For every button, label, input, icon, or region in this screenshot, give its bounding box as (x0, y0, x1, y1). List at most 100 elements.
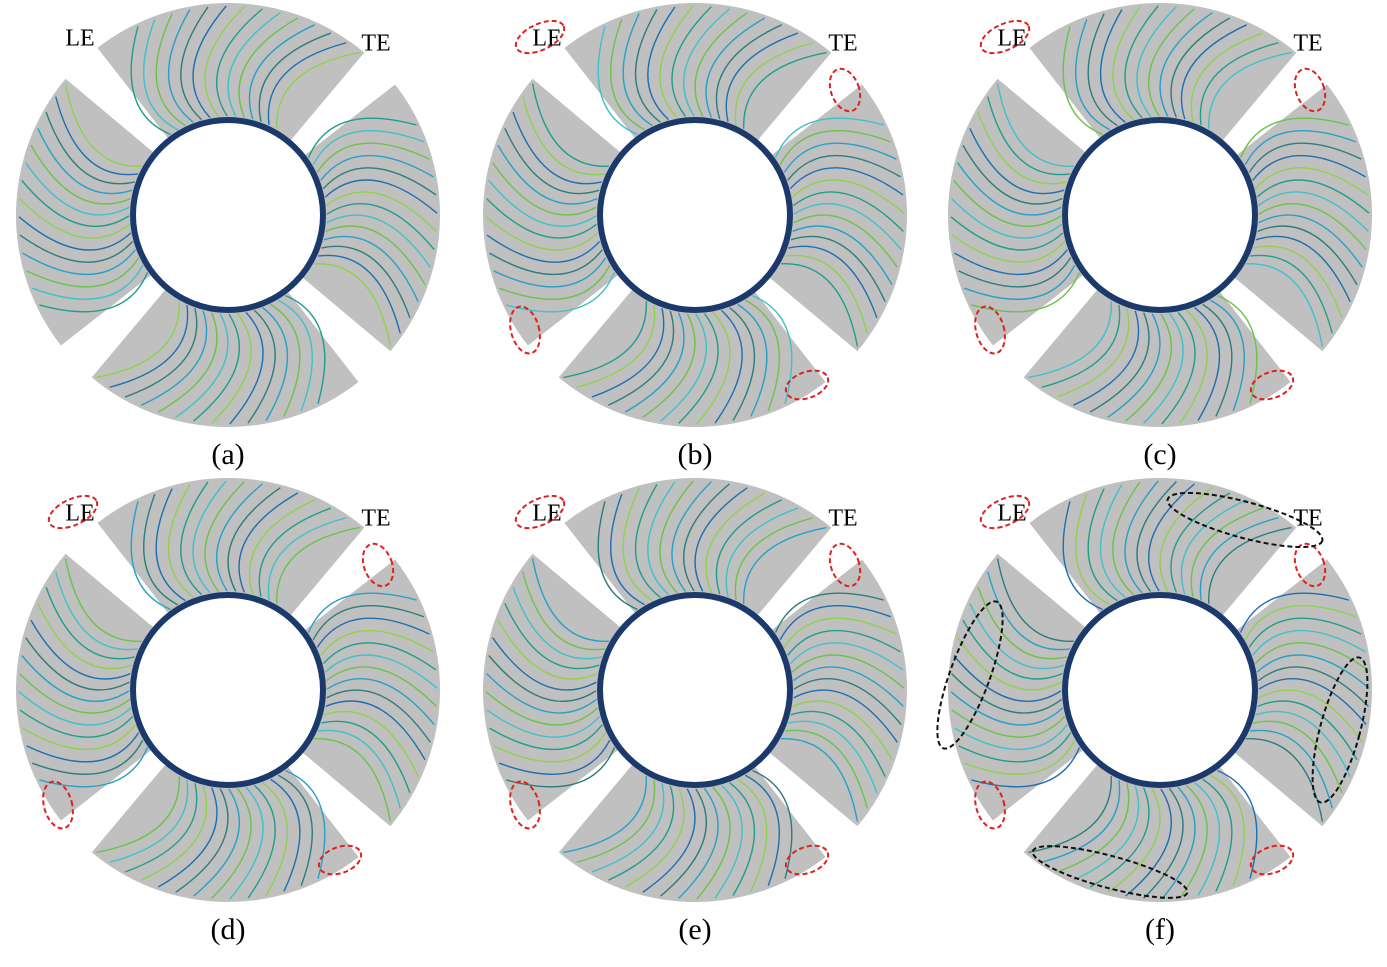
streamline (192, 480, 227, 594)
streamline (143, 18, 179, 131)
streamline (30, 619, 131, 680)
streamline (1143, 313, 1184, 424)
streamline (1179, 309, 1208, 424)
streamline (277, 299, 313, 412)
streamline (624, 787, 685, 888)
streamline (227, 12, 281, 117)
streamline (671, 6, 712, 117)
streamline (488, 180, 597, 228)
streamline (497, 619, 598, 680)
highlight (828, 542, 862, 588)
streamline (977, 111, 1067, 185)
streamline (141, 310, 208, 406)
streamline (563, 776, 647, 854)
streamline (743, 526, 827, 604)
blade (1029, 478, 1297, 618)
streamline (262, 782, 289, 896)
streamline (317, 729, 401, 809)
streamline (321, 245, 411, 319)
streamline (792, 700, 893, 761)
streamline (752, 294, 793, 404)
streamline (506, 272, 616, 313)
caption: (b) (678, 438, 713, 471)
blade (564, 477, 832, 618)
streamline (962, 144, 1063, 205)
streamline (1125, 788, 1173, 897)
streamline (1256, 179, 1370, 214)
streamline (96, 301, 180, 379)
streamline (193, 313, 241, 422)
streamline (793, 191, 904, 232)
streamline (787, 629, 901, 656)
streamline (744, 299, 780, 412)
streamline (642, 313, 696, 418)
streamline (229, 311, 264, 425)
blade (482, 78, 623, 346)
streamline (954, 249, 1068, 276)
streamline (1209, 299, 1245, 412)
streamline (1180, 499, 1247, 595)
streamline (167, 484, 194, 598)
streamline (325, 225, 426, 286)
streamline (1062, 26, 1103, 136)
streamline (180, 6, 209, 121)
blade (1029, 3, 1297, 143)
streamline (326, 214, 431, 268)
streamline (109, 779, 189, 863)
streamline (1089, 787, 1150, 888)
streamline (238, 492, 299, 593)
te-label: TE (1293, 31, 1322, 57)
highlight (784, 844, 830, 876)
highlight (974, 305, 1006, 355)
streamline (45, 586, 135, 660)
streamline (276, 51, 360, 129)
streamline (277, 774, 313, 887)
highlight (1249, 844, 1295, 876)
streamline (1136, 481, 1177, 592)
streamline (634, 484, 661, 598)
streamline (267, 42, 347, 126)
streamline (987, 571, 1071, 651)
blade (1023, 762, 1291, 903)
streamline (211, 313, 252, 424)
streamline (193, 788, 241, 897)
streamline (215, 483, 263, 592)
streamline (25, 637, 130, 691)
streamline (1147, 483, 1195, 592)
streamline (1089, 312, 1150, 413)
panel: LE TE (c) (948, 3, 1372, 471)
streamline (660, 313, 708, 422)
streamline (31, 264, 144, 300)
streamline (1161, 311, 1196, 425)
streamline (1257, 700, 1358, 761)
streamline (610, 493, 646, 606)
streamline (485, 216, 599, 251)
streamline (307, 592, 417, 633)
streamline (215, 8, 263, 117)
streamline (1202, 778, 1233, 892)
streamline (1258, 191, 1369, 232)
streamline (1124, 5, 1159, 119)
streamline (485, 691, 599, 726)
streamline (963, 739, 1076, 775)
streamline (1107, 788, 1161, 893)
streamline (622, 13, 653, 127)
streamline (1107, 313, 1161, 418)
streamline (1249, 254, 1333, 334)
streamline (1246, 263, 1324, 347)
streamline (971, 272, 1081, 313)
streamline (678, 313, 719, 424)
caption: (c) (1143, 438, 1176, 471)
streamline (1087, 488, 1118, 602)
highlight (1166, 491, 1324, 549)
streamline (285, 769, 326, 879)
streamline (962, 619, 1063, 680)
streamline (1258, 202, 1367, 250)
te-label: TE (361, 31, 390, 57)
streamline (1194, 782, 1221, 896)
highlight (514, 494, 566, 530)
te-label: TE (361, 506, 390, 532)
streamline (957, 162, 1062, 216)
streamline (31, 739, 144, 775)
highlight (1293, 542, 1327, 588)
